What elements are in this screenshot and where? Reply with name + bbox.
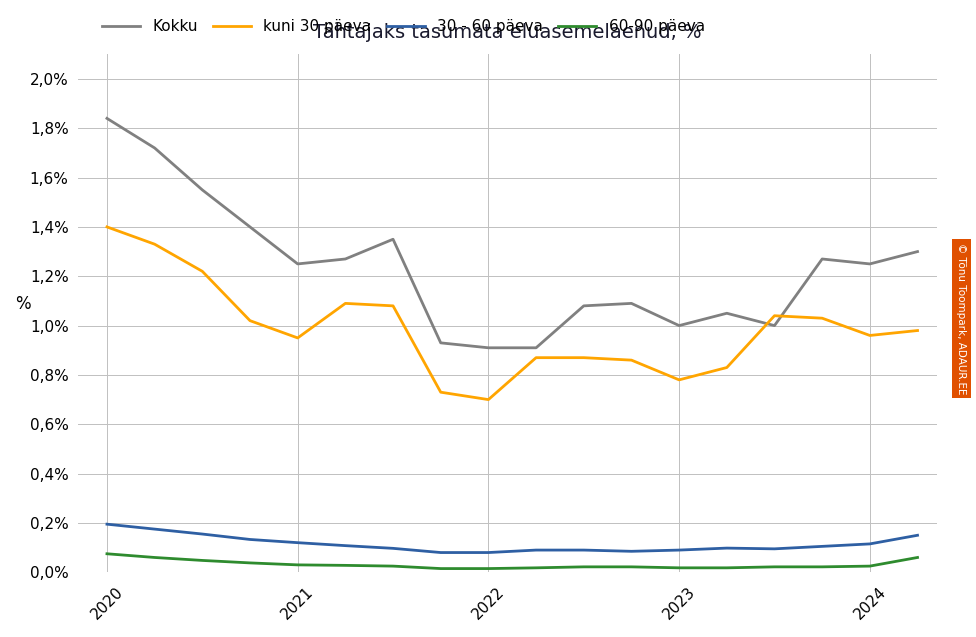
Kokku [482,344,494,352]
Kokku [578,302,590,310]
30 - 60 päeva [148,526,160,533]
30 - 60 päeva [340,542,351,550]
60-90 päeva [578,563,590,571]
kuni 30 päeva [435,389,447,396]
Kokku [196,186,208,194]
60-90 päeva [292,561,304,569]
60-90 päeva [530,564,542,571]
Kokku [244,223,256,231]
30 - 60 päeva [387,545,399,552]
Kokku [816,255,828,263]
30 - 60 päeva [769,545,781,553]
Title: Tähtajaks tasumata eluasemelaenud, %: Tähtajaks tasumata eluasemelaenud, % [313,22,702,41]
kuni 30 päeva [626,356,637,364]
30 - 60 päeva [578,547,590,554]
30 - 60 päeva [912,531,923,539]
kuni 30 päeva [673,376,685,383]
30 - 60 päeva [244,536,256,543]
Kokku [102,115,113,122]
30 - 60 päeva [530,547,542,554]
Text: © Tõnu Toompark, ADAUR.EE: © Tõnu Toompark, ADAUR.EE [956,243,966,394]
60-90 päeva [816,563,828,571]
kuni 30 päeva [769,312,781,320]
Kokku [340,255,351,263]
60-90 päeva [864,562,875,570]
kuni 30 päeva [816,315,828,322]
Line: kuni 30 päeva: kuni 30 päeva [107,227,917,399]
30 - 60 päeva [292,539,304,547]
kuni 30 päeva [196,268,208,275]
Kokku [435,339,447,347]
kuni 30 päeva [530,354,542,361]
30 - 60 päeva [816,543,828,550]
60-90 päeva [482,565,494,573]
kuni 30 päeva [912,327,923,334]
kuni 30 päeva [578,354,590,361]
Kokku [530,344,542,352]
60-90 päeva [340,562,351,569]
30 - 60 päeva [196,530,208,538]
Kokku [769,322,781,329]
Kokku [864,260,875,268]
Kokku [626,299,637,307]
60-90 päeva [435,565,447,573]
Legend: Kokku, kuni 30 päeva, 30 - 60 päeva, 60-90 päeva: Kokku, kuni 30 päeva, 30 - 60 päeva, 60-… [96,13,711,40]
Kokku [912,248,923,255]
kuni 30 päeva [292,334,304,341]
Y-axis label: %: % [15,296,30,313]
60-90 päeva [769,563,781,571]
kuni 30 päeva [102,223,113,231]
30 - 60 päeva [482,548,494,556]
kuni 30 päeva [721,364,733,371]
60-90 päeva [102,550,113,557]
60-90 päeva [244,559,256,567]
30 - 60 päeva [721,544,733,552]
Kokku [148,144,160,152]
30 - 60 päeva [673,547,685,554]
60-90 päeva [626,563,637,571]
Line: 30 - 60 päeva: 30 - 60 päeva [107,524,917,552]
60-90 päeva [912,554,923,561]
60-90 päeva [387,562,399,570]
Kokku [292,260,304,268]
30 - 60 päeva [435,548,447,556]
60-90 päeva [148,554,160,561]
Kokku [387,236,399,243]
60-90 päeva [196,557,208,564]
Line: Kokku: Kokku [107,118,917,348]
30 - 60 päeva [626,547,637,555]
Kokku [721,310,733,317]
30 - 60 päeva [102,520,113,528]
60-90 päeva [673,564,685,571]
kuni 30 päeva [340,299,351,307]
Kokku [673,322,685,329]
30 - 60 päeva [864,540,875,548]
kuni 30 päeva [482,396,494,403]
kuni 30 päeva [244,317,256,324]
Line: 60-90 päeva: 60-90 päeva [107,554,917,569]
kuni 30 päeva [387,302,399,310]
60-90 päeva [721,564,733,571]
kuni 30 päeva [864,332,875,340]
kuni 30 päeva [148,240,160,248]
